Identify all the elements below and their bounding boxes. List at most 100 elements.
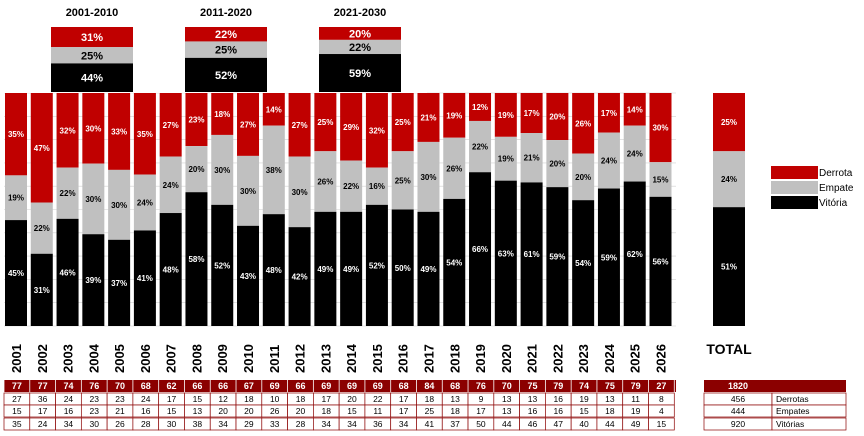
label-derrota: 32% xyxy=(369,126,385,135)
label-empate: 22% xyxy=(34,224,50,233)
bar-derrota xyxy=(494,93,517,137)
table-cell-jogos: 74 xyxy=(579,381,589,391)
label-vitoria: 54% xyxy=(446,258,462,267)
table-cell-derrotas: 22 xyxy=(373,394,383,404)
label-vitoria: 58% xyxy=(188,255,204,264)
table-cell-vitorias: 30 xyxy=(167,419,177,429)
table-cell-vitorias: 15 xyxy=(657,419,667,429)
label-derrota: 35% xyxy=(137,130,153,139)
label-derrota: 32% xyxy=(60,126,76,135)
decade-label-vitoria: 59% xyxy=(349,68,371,80)
label-derrota: 23% xyxy=(188,116,204,125)
bar-empate xyxy=(237,155,260,226)
table-cell-empates: 16 xyxy=(141,406,151,416)
total-table-label-bg xyxy=(771,417,847,431)
label-empate: 30% xyxy=(240,187,256,196)
bar-derrota xyxy=(262,93,285,126)
label-empate: 30% xyxy=(85,195,101,204)
year-label: 2018 xyxy=(447,344,462,373)
table-cell-vitorias: 38 xyxy=(193,419,203,429)
bar-vitoria xyxy=(211,204,234,326)
label-vitoria: 48% xyxy=(163,266,179,275)
bar-derrota xyxy=(211,93,234,135)
bar-empate xyxy=(159,156,182,214)
label-vitoria: 49% xyxy=(420,265,436,274)
table-cell-vitorias: 35 xyxy=(12,419,22,429)
bar-vitoria xyxy=(417,211,440,326)
label-empate: 22% xyxy=(60,189,76,198)
year-label: 2007 xyxy=(164,344,179,373)
year-label: 2011 xyxy=(267,345,282,373)
table-cell-empates: 17 xyxy=(476,406,486,416)
label-vitoria: 62% xyxy=(627,250,643,259)
table-cell-empates: 25 xyxy=(425,406,435,416)
table-cell-derrotas: 24 xyxy=(64,394,74,404)
bar-derrota xyxy=(56,93,79,168)
total-table-derrotas: 456 xyxy=(731,394,745,404)
table-cell-derrotas: 11 xyxy=(631,394,640,404)
label-empate: 24% xyxy=(627,150,643,159)
legend-label: Derrota xyxy=(819,168,853,179)
year-label: 2010 xyxy=(241,344,256,373)
label-empate: 22% xyxy=(472,143,488,152)
legend-swatch xyxy=(771,196,818,209)
table-cell-vitorias: 36 xyxy=(373,419,383,429)
table-cell-empates: 18 xyxy=(450,406,460,416)
table-cell-derrotas: 23 xyxy=(89,394,99,404)
table-cell-vitorias: 24 xyxy=(38,419,48,429)
label-vitoria: 50% xyxy=(395,264,411,273)
table-cell-bg xyxy=(648,404,675,418)
table-cell-vitorias: 30 xyxy=(89,419,99,429)
label-empate: 20% xyxy=(575,173,591,182)
year-label: 2026 xyxy=(654,344,669,373)
label-vitoria: 66% xyxy=(472,245,488,254)
table-cell-derrotas: 13 xyxy=(605,394,615,404)
bar-vitoria xyxy=(520,182,543,326)
label-derrota: 26% xyxy=(575,119,591,128)
table-cell-derrotas: 15 xyxy=(193,394,203,404)
decade-label-vitoria: 44% xyxy=(81,73,103,85)
bar-derrota xyxy=(649,93,672,163)
bar-empate xyxy=(340,160,363,212)
table-cell-vitorias: 46 xyxy=(528,419,538,429)
table-cell-jogos: 66 xyxy=(218,381,228,391)
bar-empate xyxy=(494,136,517,181)
label-empate: 20% xyxy=(188,165,204,174)
bar-vitoria xyxy=(237,225,260,326)
table-cell-empates: 17 xyxy=(38,406,48,416)
table-cell-vitorias: 44 xyxy=(502,419,512,429)
bar-empate xyxy=(314,151,337,212)
decade-label-empate: 25% xyxy=(81,50,103,62)
bar-vitoria xyxy=(5,220,27,326)
table-cell-derrotas: 18 xyxy=(296,394,306,404)
year-label: 2009 xyxy=(215,344,230,373)
bar-empate xyxy=(417,141,440,212)
decade-label-vitoria: 52% xyxy=(215,70,237,82)
bar-derrota xyxy=(520,93,543,134)
table-cell-vitorias: 26 xyxy=(115,419,125,429)
table-cell-empates: 18 xyxy=(605,406,615,416)
table-cell-jogos: 75 xyxy=(605,381,615,391)
table-cell-empates: 16 xyxy=(554,406,564,416)
table-cell-empates: 20 xyxy=(296,406,306,416)
table-cell-empates: 18 xyxy=(322,406,332,416)
table-cell-derrotas: 17 xyxy=(167,394,177,404)
label-empate: 24% xyxy=(163,181,179,190)
table-cell-jogos: 68 xyxy=(141,381,151,391)
bar-vitoria xyxy=(443,198,466,326)
table-cell-empates: 19 xyxy=(631,406,641,416)
total-label-derrota: 25% xyxy=(721,118,737,127)
bar-empate xyxy=(443,137,466,199)
bar-empate xyxy=(623,125,646,182)
label-vitoria: 52% xyxy=(214,261,230,270)
table-cell-derrotas: 17 xyxy=(322,394,332,404)
label-derrota: 14% xyxy=(627,105,643,114)
label-vitoria: 43% xyxy=(240,272,256,281)
decade-label-empate: 22% xyxy=(349,42,371,54)
table-cell-derrotas: 13 xyxy=(502,394,512,404)
label-empate: 25% xyxy=(395,176,411,185)
bar-empate xyxy=(597,132,620,189)
total-label-vitoria: 51% xyxy=(721,263,737,272)
table-cell-jogos: 76 xyxy=(89,381,99,391)
